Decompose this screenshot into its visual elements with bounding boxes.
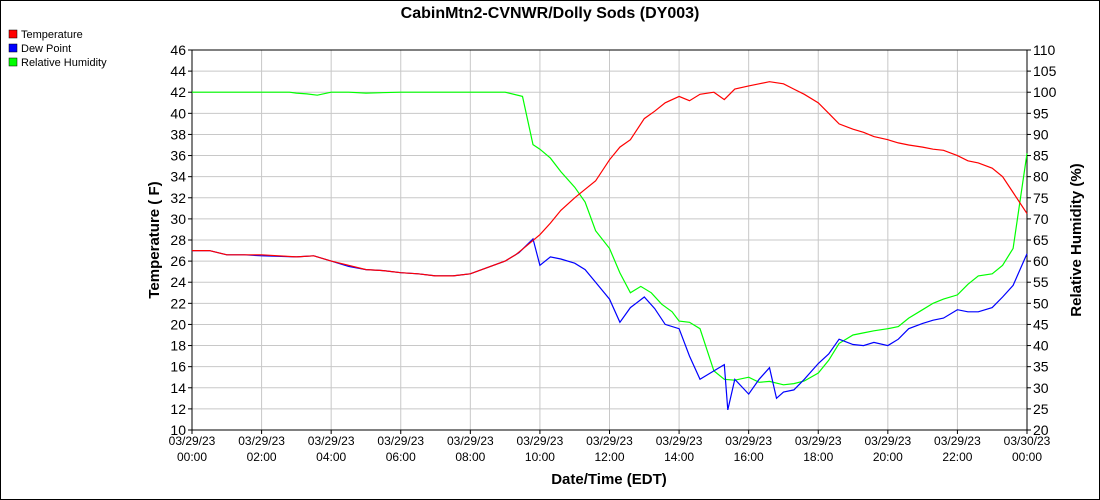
x-tick-date: 03/29/23	[725, 434, 772, 448]
y-left-tick-label: 20	[170, 316, 186, 332]
y-right-tick-label: 50	[1033, 295, 1049, 311]
x-tick-time: 04:00	[316, 450, 346, 464]
x-tick-date: 03/29/23	[169, 434, 216, 448]
y-left-tick-label: 42	[170, 84, 186, 100]
y-right-tick-label: 105	[1033, 63, 1057, 79]
y-right-tick-label: 60	[1033, 253, 1049, 269]
y-left-tick-label: 10	[170, 422, 186, 438]
y-left-tick-label: 30	[170, 211, 186, 227]
x-tick-date: 03/29/23	[934, 434, 981, 448]
x-tick-time: 02:00	[247, 450, 277, 464]
x-tick-time: 14:00	[664, 450, 694, 464]
y-right-tick-label: 80	[1033, 169, 1049, 185]
legend: Temperature Dew Point Relative Humidity	[8, 29, 107, 69]
y-left-tick-label: 36	[170, 148, 186, 164]
y-axis-left-label: Temperature ( F)	[146, 181, 163, 298]
x-axis-ticks: 03/29/23 00:00 03/29/23 02:00 03/29/23 04:00 0…	[169, 430, 1051, 464]
y-left-tick-label: 22	[170, 295, 186, 311]
x-tick-time: 08:00	[455, 450, 485, 464]
legend-label: Temperature	[21, 29, 83, 41]
y-axis-left-ticks: 10 12 14 16 18 20 22 24 26 28 30 32 34 36 38 40 42 44 46	[170, 42, 192, 438]
y-left-tick-label: 44	[170, 63, 186, 79]
y-left-tick-label: 46	[170, 42, 186, 58]
legend-swatch	[8, 29, 18, 39]
x-tick-time: 22:00	[942, 450, 972, 464]
y-left-tick-label: 32	[170, 190, 186, 206]
y-left-tick-label: 34	[170, 169, 186, 185]
x-tick-time: 20:00	[873, 450, 903, 464]
chart-title: CabinMtn2-CVNWR/Dolly Sods (DY003)	[401, 5, 700, 22]
y-right-tick-label: 65	[1033, 232, 1049, 248]
x-tick-date: 03/29/23	[864, 434, 911, 448]
x-tick-date: 03/29/23	[447, 434, 494, 448]
y-left-tick-label: 14	[170, 380, 186, 396]
y-left-tick-label: 18	[170, 338, 186, 354]
y-right-tick-label: 70	[1033, 211, 1049, 227]
legend-swatch	[8, 43, 18, 53]
series-line-relative-humidity	[192, 91, 1028, 386]
x-tick-time: 00:00	[1012, 450, 1042, 464]
x-tick-date: 03/29/23	[238, 434, 285, 448]
y-left-tick-label: 40	[170, 105, 186, 121]
y-left-tick-label: 28	[170, 232, 186, 248]
series-line-temperature	[192, 81, 1028, 277]
x-tick-date: 03/29/23	[308, 434, 355, 448]
y-right-tick-label: 45	[1033, 316, 1049, 332]
series-layer	[192, 81, 1028, 411]
y-right-tick-label: 85	[1033, 148, 1049, 164]
y-axis-right-label: Relative Humidity (%)	[1068, 163, 1085, 316]
y-right-tick-label: 90	[1033, 126, 1049, 142]
legend-label: Relative Humidity	[21, 57, 107, 69]
x-tick-date: 03/30/23	[1004, 434, 1051, 448]
x-tick-time: 12:00	[594, 450, 624, 464]
x-tick-date: 03/29/23	[795, 434, 842, 448]
x-tick-date: 03/29/23	[656, 434, 703, 448]
y-left-tick-label: 26	[170, 253, 186, 269]
x-tick-date: 03/29/23	[517, 434, 564, 448]
x-tick-time: 18:00	[803, 450, 833, 464]
x-axis-label: Date/Time (EDT)	[551, 471, 667, 488]
y-right-tick-label: 55	[1033, 274, 1049, 290]
y-left-tick-label: 16	[170, 359, 186, 375]
y-right-tick-label: 100	[1033, 84, 1057, 100]
y-right-tick-label: 25	[1033, 401, 1049, 417]
x-tick-time: 10:00	[525, 450, 555, 464]
legend-label: Dew Point	[21, 43, 71, 55]
y-right-tick-label: 35	[1033, 359, 1049, 375]
y-right-tick-label: 20	[1033, 422, 1049, 438]
y-right-tick-label: 95	[1033, 105, 1049, 121]
x-tick-date: 03/29/23	[586, 434, 633, 448]
y-axis-right-ticks: 20 25 30 35 40 45 50 55 60 65 70 75 80 85 90 95 100 105 11…	[1027, 42, 1057, 438]
x-tick-time: 16:00	[734, 450, 764, 464]
y-left-tick-label: 38	[170, 126, 186, 142]
x-tick-date: 03/29/23	[377, 434, 424, 448]
legend-swatch	[8, 57, 18, 67]
x-tick-time: 00:00	[177, 450, 207, 464]
y-left-tick-label: 12	[170, 401, 186, 417]
x-tick-time: 06:00	[386, 450, 416, 464]
y-right-tick-label: 30	[1033, 380, 1049, 396]
grid-lines	[191, 49, 1028, 431]
y-right-tick-label: 40	[1033, 338, 1049, 354]
y-right-tick-label: 75	[1033, 190, 1049, 206]
y-right-tick-label: 110	[1033, 42, 1056, 58]
y-left-tick-label: 24	[170, 274, 186, 290]
